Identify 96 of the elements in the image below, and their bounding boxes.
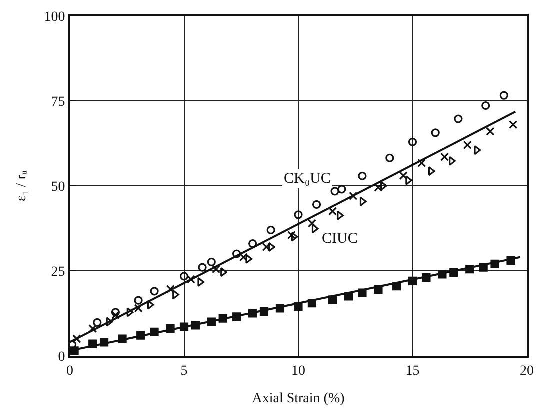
point: [490, 260, 500, 268]
point: [408, 138, 418, 146]
point: [180, 322, 189, 332]
point: [308, 219, 317, 228]
point: [508, 120, 518, 130]
point: [207, 258, 216, 266]
point: [111, 310, 120, 320]
point: [374, 285, 383, 294]
point: [392, 282, 402, 291]
point: [88, 324, 98, 334]
point: [150, 328, 159, 336]
point: [374, 183, 383, 192]
point: [218, 314, 228, 323]
point: [106, 317, 114, 327]
point: [358, 288, 367, 298]
point: [220, 268, 228, 278]
point: [198, 277, 205, 288]
point: [294, 210, 303, 220]
point: [486, 127, 495, 136]
point: [239, 253, 248, 262]
point: [312, 200, 322, 209]
point: [198, 263, 207, 272]
point: [126, 308, 134, 318]
point: [506, 256, 516, 266]
point: [93, 318, 102, 327]
y-tick-label: 100: [44, 10, 66, 25]
point: [166, 285, 175, 294]
point: [428, 166, 436, 176]
point: [191, 321, 200, 330]
x-tick-label: 20: [520, 364, 534, 379]
point: [136, 331, 146, 340]
point: [349, 192, 358, 200]
point: [337, 210, 344, 220]
y-tick-label: 25: [51, 264, 66, 280]
point: [294, 302, 303, 311]
point: [466, 265, 474, 274]
point: [328, 296, 338, 304]
y-axis-title: ε₁ / rᵤ: [14, 170, 30, 202]
point: [212, 265, 221, 274]
point: [134, 296, 143, 305]
point: [399, 172, 408, 180]
point: [180, 272, 189, 281]
point: [111, 308, 120, 317]
point: [479, 263, 488, 272]
point: [328, 207, 338, 216]
x-tick-label: 10: [292, 364, 306, 379]
point: [134, 304, 143, 313]
point: [454, 114, 463, 124]
point: [312, 224, 319, 234]
annotation: CK₀UC: [284, 171, 331, 187]
point: [500, 91, 508, 100]
point: [118, 334, 127, 344]
point: [380, 181, 388, 191]
point: [232, 250, 242, 258]
point: [360, 196, 367, 206]
point: [246, 254, 253, 264]
point: [338, 185, 346, 194]
point: [291, 232, 298, 242]
point: [440, 152, 450, 162]
point: [308, 299, 317, 308]
x-tick-label: 15: [406, 364, 420, 379]
point: [408, 276, 418, 286]
point: [100, 338, 109, 347]
point: [474, 145, 482, 156]
point: [463, 140, 472, 150]
point: [207, 318, 216, 326]
point: [422, 274, 431, 282]
y-tick-label: 0: [58, 350, 66, 365]
point: [266, 226, 276, 234]
point: [418, 158, 426, 168]
point: [482, 101, 490, 110]
point: [438, 270, 447, 279]
x-tick-label: 5: [180, 364, 188, 379]
y-tick-label: 75: [51, 94, 66, 110]
point: [431, 128, 440, 138]
point: [248, 240, 258, 248]
point: [186, 275, 196, 284]
point: [150, 287, 159, 296]
point: [330, 187, 340, 196]
point: [262, 242, 271, 252]
point: [276, 304, 285, 313]
annotation: CIUC: [322, 231, 358, 247]
y-tick-label: 50: [51, 180, 66, 195]
point: [386, 154, 394, 162]
x-axis-title: Axial Strain (%): [252, 392, 346, 407]
point: [166, 324, 175, 334]
point: [344, 292, 354, 301]
point: [358, 172, 367, 180]
point: [248, 309, 258, 318]
point: [406, 176, 412, 186]
point: [260, 308, 269, 316]
point: [88, 340, 98, 348]
point: [287, 231, 296, 240]
point: [147, 300, 154, 310]
point: [232, 312, 242, 322]
point: [450, 268, 458, 277]
